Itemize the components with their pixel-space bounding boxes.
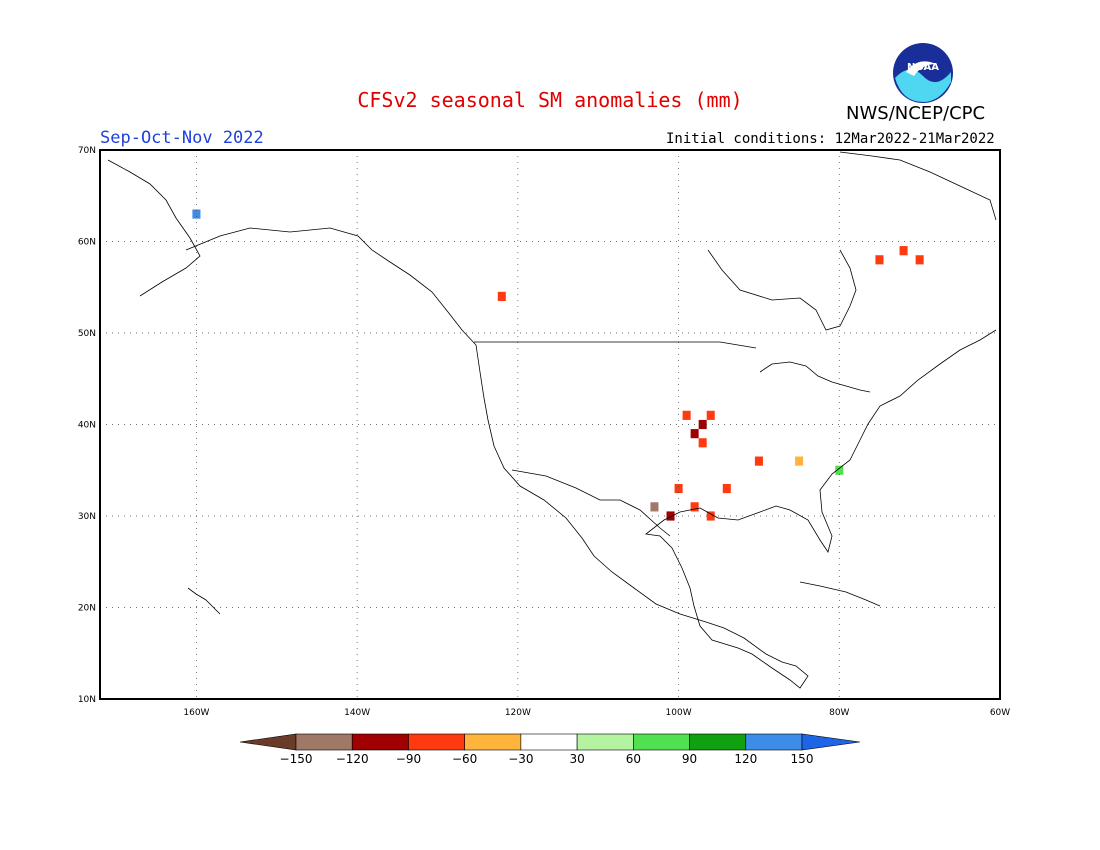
lat-tick-label: 60N xyxy=(78,238,96,248)
graticule xyxy=(100,150,1000,699)
colorbar-swatch xyxy=(408,733,465,751)
cuba-outline xyxy=(799,581,881,607)
colorbar-swatch xyxy=(464,733,522,751)
anomaly-cell xyxy=(875,255,884,265)
anomaly-cell xyxy=(497,291,506,301)
anomaly-layer xyxy=(192,209,924,521)
anomaly-cell xyxy=(674,483,683,494)
lon-tick-label: 100W xyxy=(666,708,692,718)
anomaly-cell xyxy=(706,511,715,521)
greenland-outline xyxy=(839,151,997,221)
colorbar-tick-label: −30 xyxy=(508,752,534,766)
lon-tick-label: 120W xyxy=(505,708,531,718)
agency-label: NWS/NCEP/CPC xyxy=(846,103,986,124)
initial-conditions-label: Initial conditions: 12Mar2022-21Mar2022 xyxy=(666,131,995,147)
latitude-labels: 70N 60N 50N 40N 30N 20N 10N xyxy=(78,146,96,705)
lon-tick-label: 60W xyxy=(990,708,1010,718)
colorbar xyxy=(239,733,861,751)
lat-tick-label: 50N xyxy=(78,329,96,339)
lon-tick-label: 160W xyxy=(183,708,209,718)
us-mexico-border xyxy=(511,469,671,537)
anomaly-cell xyxy=(650,502,659,512)
us-canada-border xyxy=(474,341,757,349)
colorbar-swatch xyxy=(576,733,634,751)
anomaly-cell xyxy=(698,419,707,430)
colorbar-swatch xyxy=(633,733,690,751)
colorbar-swatch xyxy=(295,733,353,751)
great-lakes-outline xyxy=(759,361,871,393)
coastlines xyxy=(107,151,997,689)
anomaly-cell xyxy=(835,465,844,475)
svg-text:NOAA: NOAA xyxy=(907,62,939,73)
colorbar-tick-label: 120 xyxy=(734,752,758,766)
colorbar-tick-label: −90 xyxy=(395,752,422,766)
colorbar-tick-label: 150 xyxy=(790,752,814,766)
anomaly-cell xyxy=(690,502,699,512)
anomaly-cell xyxy=(690,429,699,439)
anomaly-cell xyxy=(722,483,731,494)
map-frame xyxy=(99,149,1001,700)
anomaly-cell xyxy=(915,255,924,265)
anomaly-cell xyxy=(754,456,763,466)
colorbar-swatch xyxy=(745,733,803,751)
colorbar-tick-label: −150 xyxy=(279,752,313,766)
lat-tick-label: 30N xyxy=(78,512,96,522)
anomaly-cell xyxy=(682,410,691,420)
anomaly-cell xyxy=(795,456,804,466)
anomaly-cell xyxy=(698,438,707,448)
colorbar-tick-label: 30 xyxy=(569,752,585,766)
alaska-outline xyxy=(107,159,201,297)
colorbar-max-arrow xyxy=(801,733,861,751)
season-label: Sep-Oct-Nov 2022 xyxy=(100,128,264,148)
colorbar-swatch xyxy=(520,733,578,751)
lat-tick-label: 40N xyxy=(78,421,96,431)
lat-tick-label: 70N xyxy=(78,146,96,156)
longitude-labels: 160W 140W 120W 100W 80W 60W xyxy=(183,708,1010,718)
noaa-logo-icon: NOAA xyxy=(893,43,953,103)
map-title: CFSv2 seasonal SM anomalies (mm) xyxy=(357,88,743,112)
anomaly-cell xyxy=(899,246,908,256)
lon-tick-label: 80W xyxy=(829,708,849,718)
colorbar-swatch xyxy=(351,733,409,751)
hudson-bay-outline xyxy=(707,249,857,331)
colorbar-swatch xyxy=(689,733,747,751)
colorbar-tick-label: −120 xyxy=(335,752,369,766)
colorbar-tick-label: 90 xyxy=(681,752,698,766)
lon-tick-label: 140W xyxy=(344,708,370,718)
colorbar-min-arrow xyxy=(239,733,297,751)
anomaly-cell xyxy=(706,410,715,420)
lat-tick-label: 10N xyxy=(78,695,96,705)
colorbar-tick-label: 60 xyxy=(625,752,641,766)
north-america-outline xyxy=(185,227,997,689)
anomaly-cell xyxy=(192,209,201,219)
lat-tick-label: 20N xyxy=(78,604,96,614)
hawaii-outline xyxy=(187,587,221,615)
colorbar-tick-label: −60 xyxy=(451,752,478,766)
